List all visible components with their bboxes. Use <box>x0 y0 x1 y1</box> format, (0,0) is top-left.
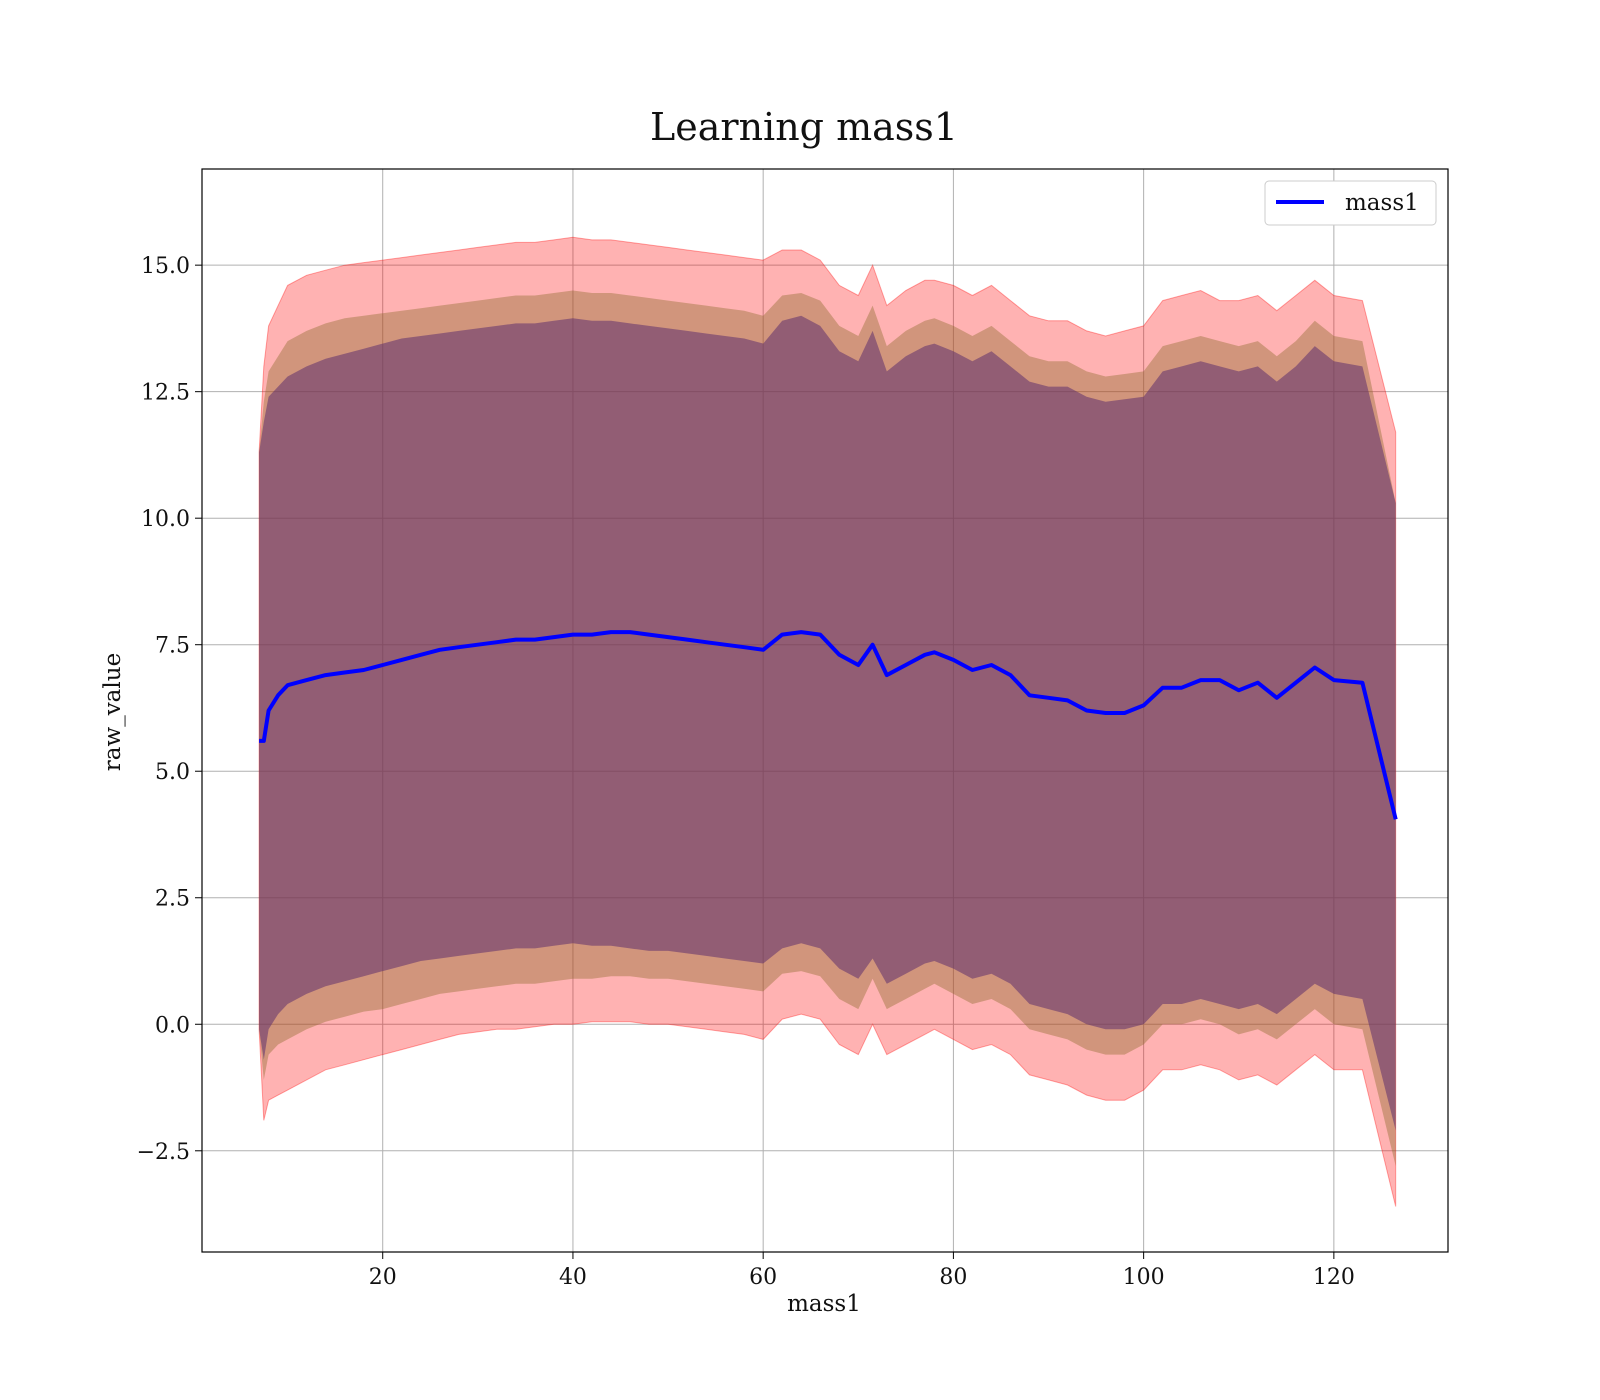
x-tick-label: 120 <box>1313 1265 1355 1290</box>
y-axis-label: raw_value <box>100 653 126 771</box>
legend-box <box>1264 180 1437 226</box>
x-axis-label: mass1 <box>787 1291 861 1317</box>
x-tick-label: 100 <box>1123 1265 1165 1290</box>
plot-frame <box>201 168 1449 1253</box>
y-tick-label: 2.5 <box>155 887 190 912</box>
legend-label-mass1: mass1 <box>1345 190 1419 216</box>
x-tick-label: 60 <box>749 1265 777 1290</box>
y-tick-label: 0.0 <box>155 1013 190 1038</box>
y-tick-label: 10.0 <box>141 507 190 532</box>
chart-title: Learning mass1 <box>650 105 958 149</box>
y-tick-label: 15.0 <box>141 254 190 279</box>
x-tick-label: 80 <box>939 1265 967 1290</box>
series-line-mass1 <box>259 630 1398 820</box>
y-tick-label: −2.5 <box>137 1140 190 1165</box>
band-inner <box>259 315 1396 1131</box>
x-tick-label: 40 <box>559 1265 587 1290</box>
y-tick-label: 12.5 <box>141 381 190 406</box>
confidence-bands <box>258 236 1397 1207</box>
plot-area <box>201 168 1449 1253</box>
y-tick-label: 7.5 <box>155 634 190 659</box>
legend: mass1 <box>1264 180 1437 226</box>
x-axis-ticks: 20 40 60 80 100 120 <box>369 1252 1355 1290</box>
y-axis-ticks: −2.5 0.0 2.5 5.0 7.5 10.0 12.5 15.0 <box>137 254 202 1165</box>
x-tick-label: 20 <box>369 1265 397 1290</box>
y-tick-label: 5.0 <box>155 760 190 785</box>
